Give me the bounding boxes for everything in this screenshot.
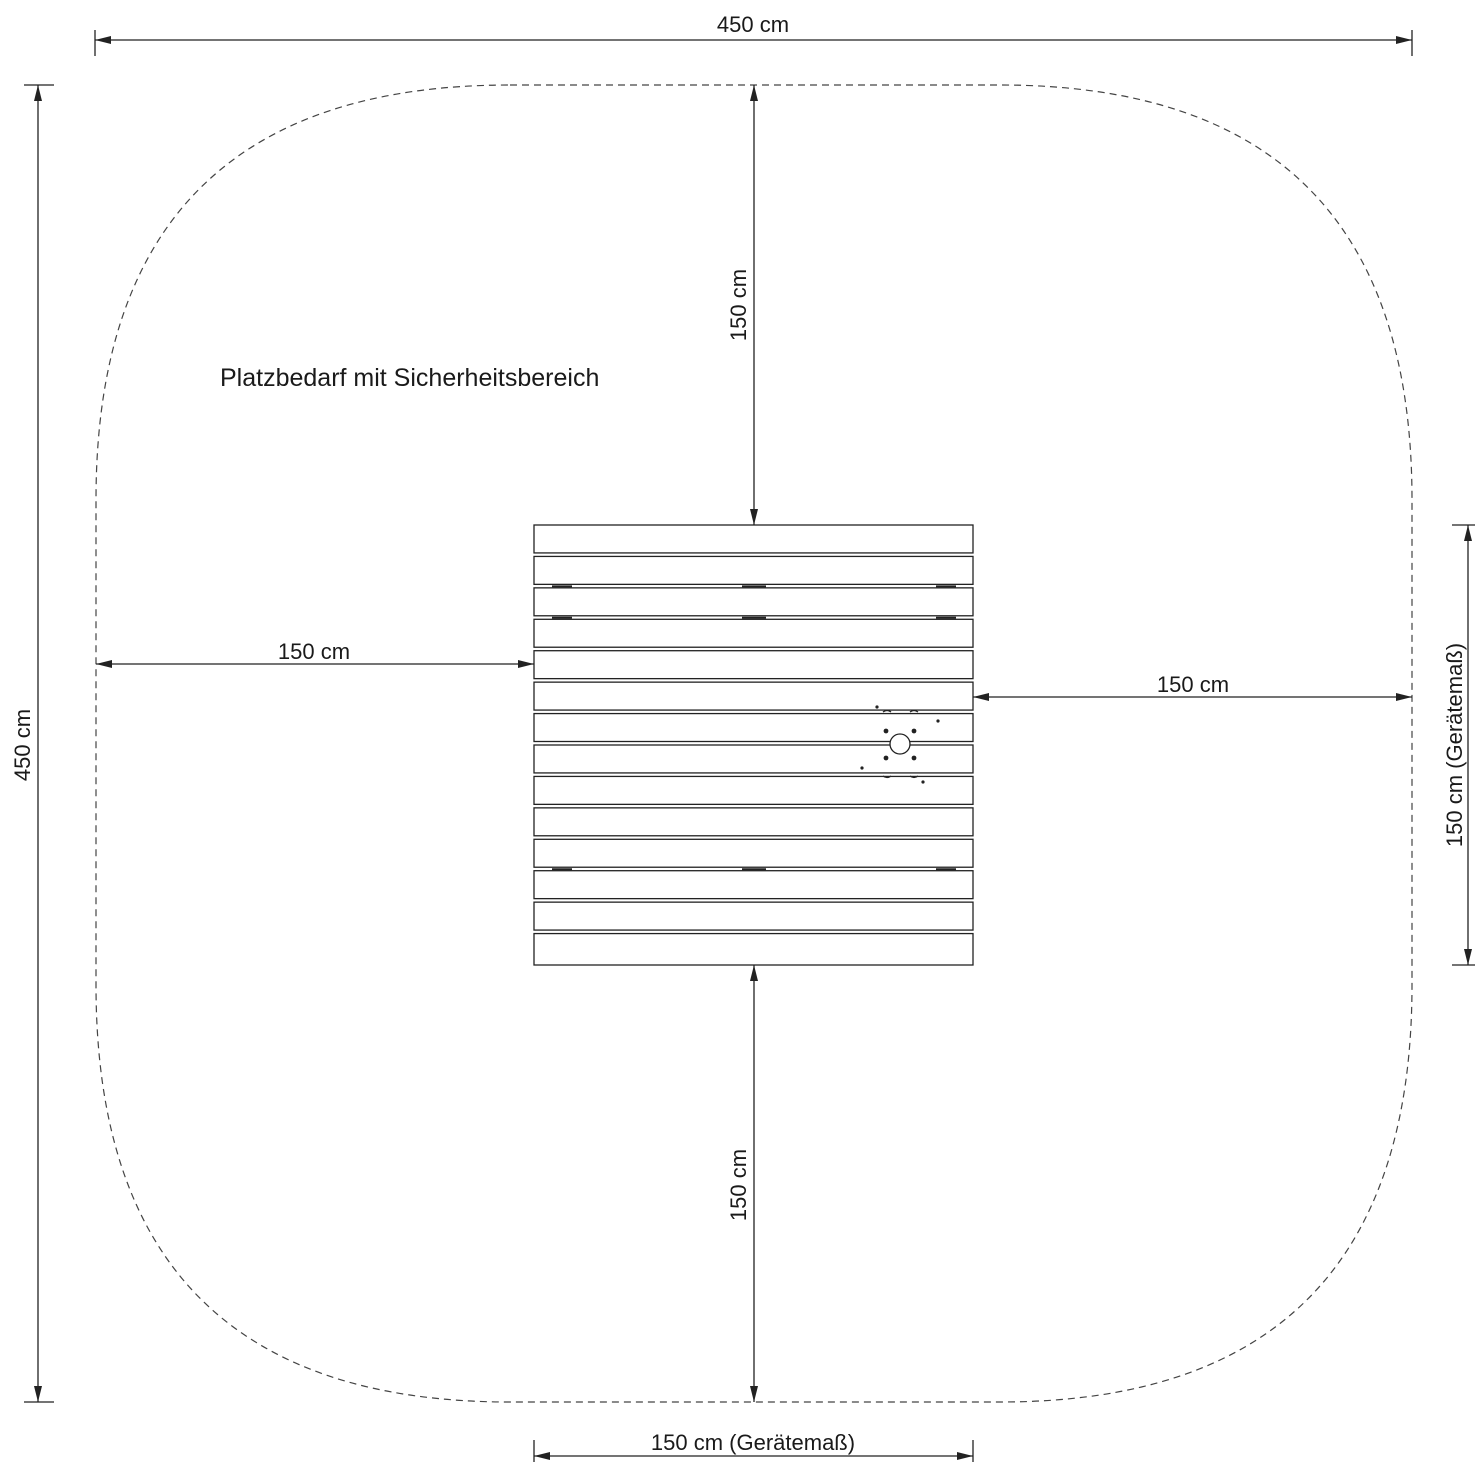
clearance-top-label: 150 cm <box>726 269 751 341</box>
dimension-device-depth: 150 cm (Gerätemaß) <box>1442 524 1475 966</box>
slat <box>533 775 974 806</box>
slat <box>533 524 974 554</box>
slat <box>533 650 974 680</box>
pivot-circle <box>889 733 911 755</box>
slat <box>533 681 974 711</box>
pivot-dots <box>860 705 940 784</box>
slat <box>533 555 974 586</box>
dimension-clearance-bottom: 150 cm <box>726 965 758 1402</box>
dimension-device-width: 150 cm (Gerätemaß) <box>533 1430 974 1462</box>
clearance-left-label: 150 cm <box>278 639 350 664</box>
device-width-label: 150 cm (Gerätemaß) <box>651 1430 855 1455</box>
left-total-label: 450 cm <box>10 709 35 781</box>
dimension-clearance-top: 150 cm <box>726 85 758 525</box>
clearance-right-label: 150 cm <box>1157 672 1229 697</box>
slat <box>533 901 974 931</box>
dimension-clearance-right: 150 cm <box>973 672 1412 701</box>
pivot-detail <box>860 705 940 784</box>
dimension-left-total: 450 cm <box>10 84 54 1403</box>
device-slats <box>533 524 974 966</box>
dimension-clearance-left: 150 cm <box>96 639 534 668</box>
title-label: Platzbedarf mit Sicherheitsbereich <box>220 364 599 392</box>
slat <box>533 838 974 868</box>
top-total-label: 450 cm <box>717 12 789 37</box>
slat <box>533 870 974 900</box>
dimension-top-total: 450 cm <box>94 12 1413 56</box>
slat <box>533 587 974 617</box>
device-depth-label: 150 cm (Gerätemaß) <box>1442 643 1467 847</box>
clearance-bottom-label: 150 cm <box>726 1149 751 1221</box>
slat <box>533 618 974 648</box>
slat <box>533 932 974 966</box>
slat <box>533 807 974 837</box>
safety-area-outline <box>95 84 1413 1403</box>
